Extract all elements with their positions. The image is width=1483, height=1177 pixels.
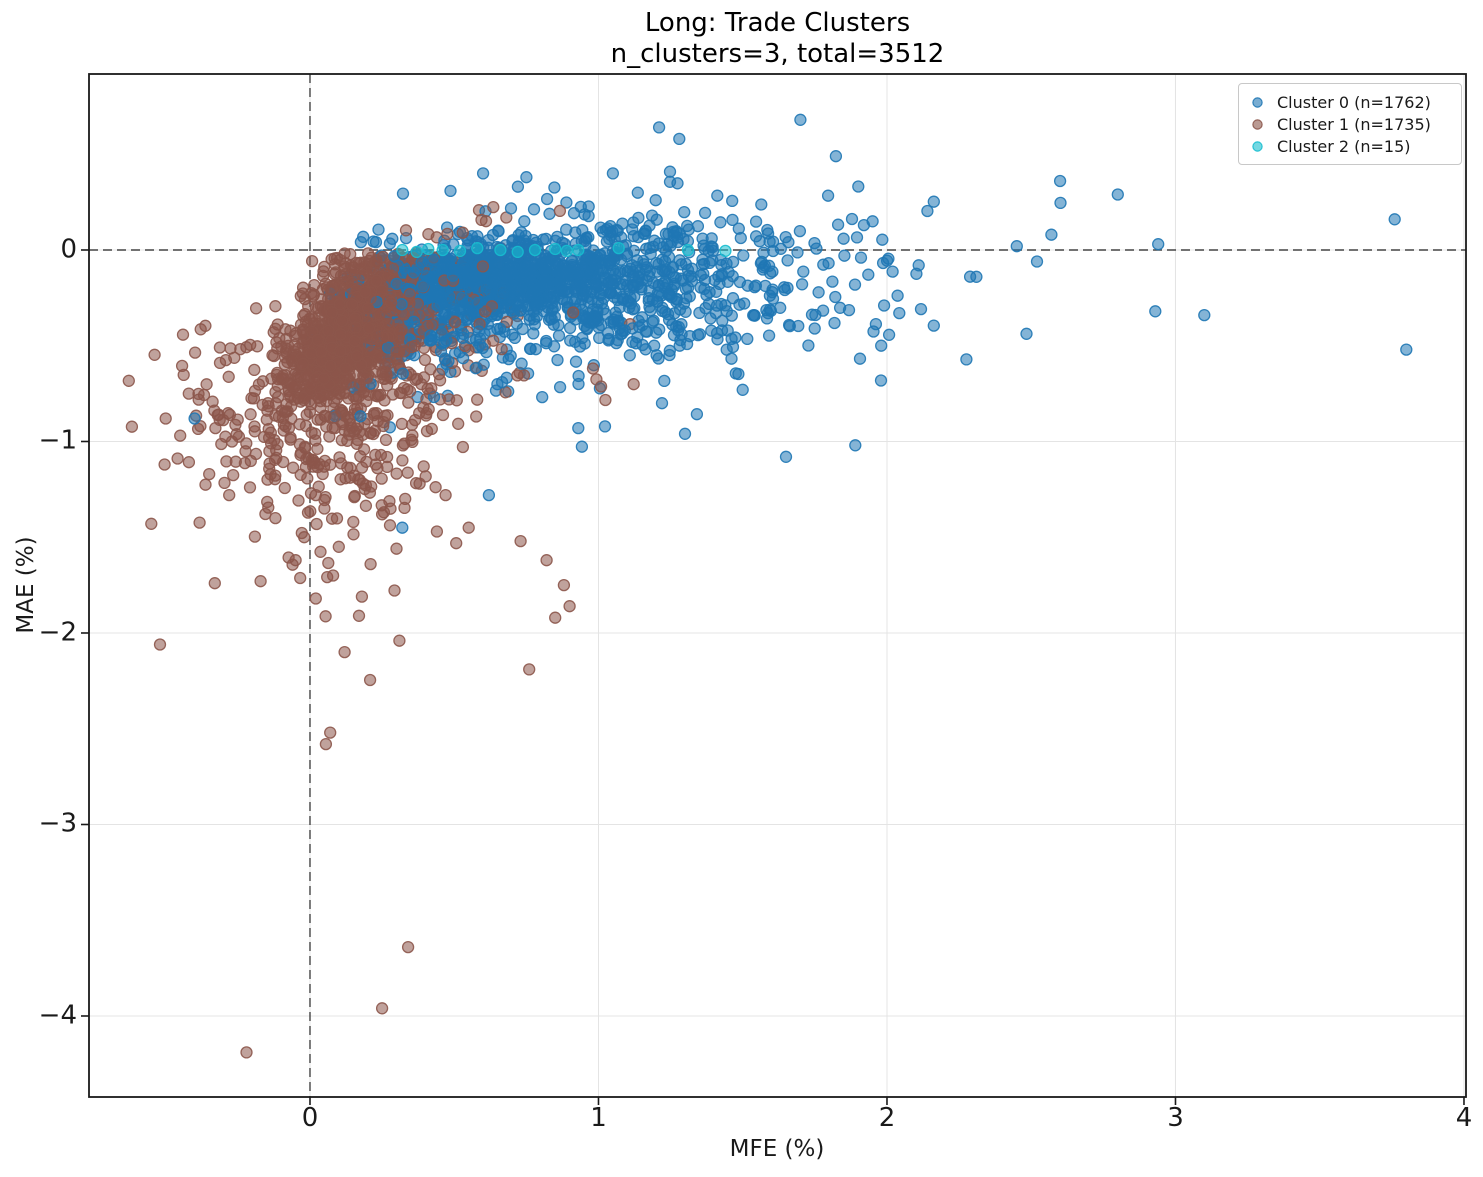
x-tick-label: 4 — [1455, 1103, 1473, 1133]
y-tick-label: −3 — [38, 809, 77, 840]
y-tick-label: 0 — [60, 234, 77, 265]
y-tick-label: −4 — [38, 1000, 77, 1031]
legend-marker-icon — [1252, 140, 1263, 152]
y-axis-label: MAE (%) — [13, 536, 39, 634]
y-tick-label: −1 — [38, 426, 77, 457]
legend-item-label: Cluster 2 (n=15) — [1277, 136, 1411, 156]
x-tick-label: 0 — [301, 1103, 319, 1133]
y-tick-label: −2 — [38, 617, 77, 648]
legend-marker-icon — [1252, 96, 1263, 108]
chart-title-line1: Long: Trade Clusters — [644, 8, 911, 38]
legend-marker-icon — [1252, 118, 1263, 130]
legend-item-label: Cluster 0 (n=1762) — [1277, 92, 1431, 112]
legend-item: Cluster 2 (n=15) — [1251, 135, 1451, 157]
x-axis-label: MFE (%) — [729, 1136, 825, 1162]
x-tick-label: 2 — [878, 1103, 896, 1133]
x-tick-label: 1 — [590, 1103, 607, 1133]
chart-title-line2: n_clusters=3, total=3512 — [610, 39, 945, 69]
x-tick-label: 3 — [1167, 1103, 1184, 1133]
legend-item-label: Cluster 1 (n=1735) — [1277, 114, 1431, 134]
chart-title: Long: Trade Clusters n_clusters=3, total… — [89, 8, 1466, 70]
legend: Cluster 0 (n=1762) Cluster 1 (n=1735) Clus… — [1238, 83, 1462, 165]
legend-item: Cluster 0 (n=1762) — [1251, 91, 1451, 113]
legend-item: Cluster 1 (n=1735) — [1251, 113, 1451, 135]
